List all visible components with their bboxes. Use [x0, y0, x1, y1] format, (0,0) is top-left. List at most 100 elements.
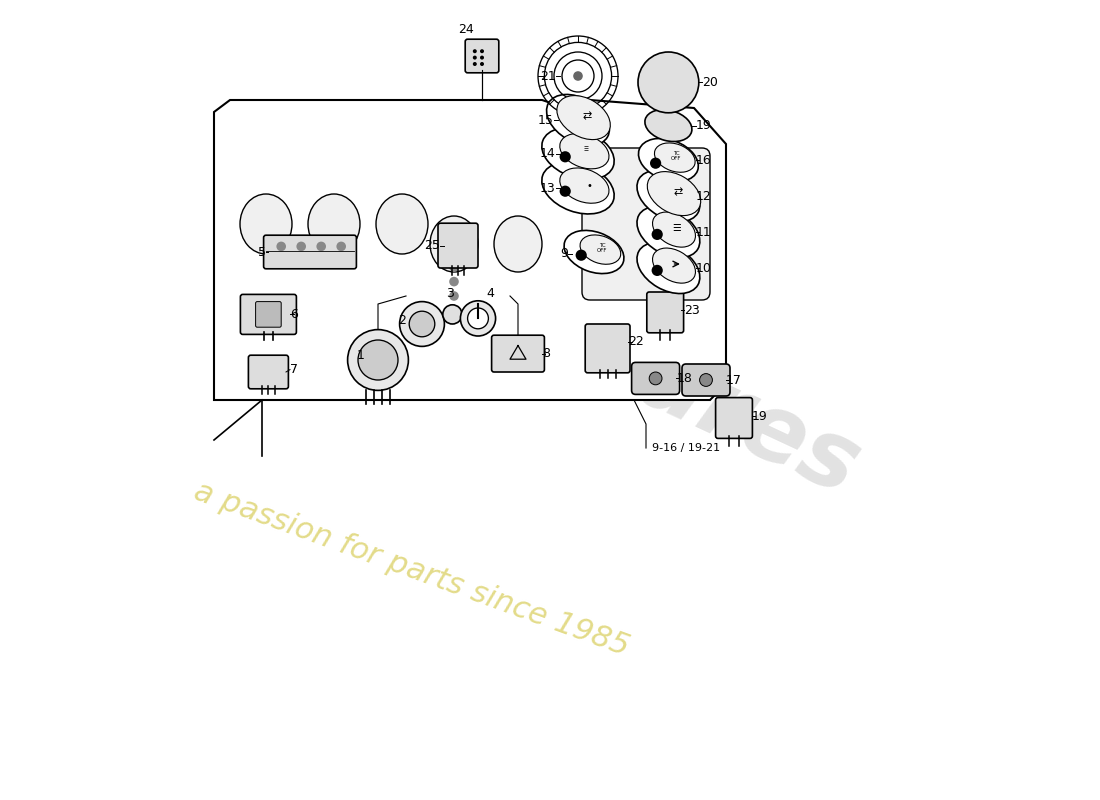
Ellipse shape	[494, 216, 542, 272]
FancyBboxPatch shape	[438, 223, 478, 268]
FancyBboxPatch shape	[682, 364, 730, 396]
Circle shape	[276, 242, 286, 251]
Ellipse shape	[560, 134, 609, 169]
FancyBboxPatch shape	[647, 292, 683, 333]
Circle shape	[560, 151, 571, 162]
Ellipse shape	[637, 242, 700, 294]
Circle shape	[473, 62, 476, 66]
Ellipse shape	[557, 96, 611, 139]
Ellipse shape	[430, 216, 478, 272]
Circle shape	[700, 374, 713, 386]
Circle shape	[449, 277, 459, 286]
Circle shape	[399, 302, 444, 346]
FancyBboxPatch shape	[465, 39, 498, 73]
Circle shape	[461, 301, 496, 336]
Text: 25: 25	[425, 239, 440, 252]
Circle shape	[638, 52, 698, 113]
Text: ⇄: ⇄	[673, 187, 683, 197]
Circle shape	[409, 311, 434, 337]
FancyBboxPatch shape	[255, 302, 282, 327]
Text: 12: 12	[695, 190, 712, 202]
Circle shape	[480, 49, 484, 53]
Ellipse shape	[560, 168, 609, 203]
Text: TC
OFF: TC OFF	[596, 242, 607, 254]
Text: TC
OFF: TC OFF	[671, 150, 682, 162]
Text: 23: 23	[684, 304, 700, 317]
Text: 17: 17	[726, 374, 741, 386]
Ellipse shape	[240, 194, 292, 254]
Text: 15: 15	[538, 114, 554, 126]
Circle shape	[358, 340, 398, 380]
Circle shape	[348, 330, 408, 390]
Text: 11: 11	[695, 226, 712, 238]
Ellipse shape	[654, 143, 695, 172]
Ellipse shape	[308, 194, 360, 254]
Circle shape	[480, 62, 484, 66]
Circle shape	[651, 229, 663, 240]
Circle shape	[296, 242, 306, 251]
Ellipse shape	[564, 230, 624, 274]
Circle shape	[573, 71, 583, 81]
Circle shape	[575, 250, 586, 261]
Circle shape	[449, 262, 459, 272]
Ellipse shape	[645, 110, 692, 142]
Circle shape	[468, 308, 488, 329]
Text: •: •	[586, 181, 592, 190]
Ellipse shape	[638, 138, 698, 182]
FancyBboxPatch shape	[582, 148, 710, 300]
FancyBboxPatch shape	[264, 235, 356, 269]
Text: 16: 16	[695, 154, 712, 166]
Text: 14: 14	[540, 147, 556, 160]
Text: 19: 19	[695, 119, 712, 132]
Text: 22: 22	[628, 335, 645, 348]
Text: 21: 21	[540, 70, 556, 82]
FancyBboxPatch shape	[249, 355, 288, 389]
Text: 24: 24	[458, 23, 474, 36]
Text: 13: 13	[540, 182, 556, 194]
Ellipse shape	[542, 128, 614, 179]
Circle shape	[649, 372, 662, 385]
FancyBboxPatch shape	[492, 335, 544, 372]
Text: 9: 9	[561, 247, 569, 260]
Circle shape	[337, 242, 346, 251]
Circle shape	[651, 265, 663, 276]
Text: 20: 20	[702, 76, 718, 89]
Circle shape	[443, 305, 462, 324]
Ellipse shape	[647, 172, 701, 215]
Text: 18: 18	[676, 372, 692, 385]
Text: 6: 6	[290, 308, 298, 321]
Ellipse shape	[542, 162, 614, 214]
Circle shape	[449, 248, 459, 258]
Ellipse shape	[637, 170, 700, 222]
Text: ☰: ☰	[584, 147, 588, 152]
Text: 7: 7	[290, 363, 298, 376]
Text: 9-16 / 19-21: 9-16 / 19-21	[651, 443, 719, 453]
Text: 2: 2	[398, 314, 406, 326]
Circle shape	[650, 158, 661, 169]
Text: 4: 4	[486, 287, 494, 300]
Text: ⇄: ⇄	[583, 111, 592, 121]
Ellipse shape	[376, 194, 428, 254]
Ellipse shape	[652, 212, 695, 247]
Text: 1: 1	[356, 350, 364, 362]
Text: ☰: ☰	[672, 223, 681, 233]
FancyBboxPatch shape	[585, 324, 630, 373]
Text: 8: 8	[542, 347, 550, 360]
Text: 3: 3	[447, 287, 454, 300]
FancyBboxPatch shape	[716, 398, 752, 438]
FancyBboxPatch shape	[631, 362, 680, 394]
Polygon shape	[214, 100, 726, 400]
Text: 5: 5	[258, 246, 266, 258]
Circle shape	[317, 242, 326, 251]
Circle shape	[480, 55, 484, 59]
Circle shape	[473, 55, 476, 59]
FancyBboxPatch shape	[241, 294, 296, 334]
Text: eurospares: eurospares	[294, 180, 874, 516]
Ellipse shape	[652, 248, 695, 283]
Ellipse shape	[580, 235, 620, 264]
Circle shape	[560, 186, 571, 197]
Circle shape	[449, 291, 459, 301]
Ellipse shape	[547, 94, 609, 146]
Circle shape	[473, 49, 476, 53]
Text: 10: 10	[695, 262, 712, 274]
